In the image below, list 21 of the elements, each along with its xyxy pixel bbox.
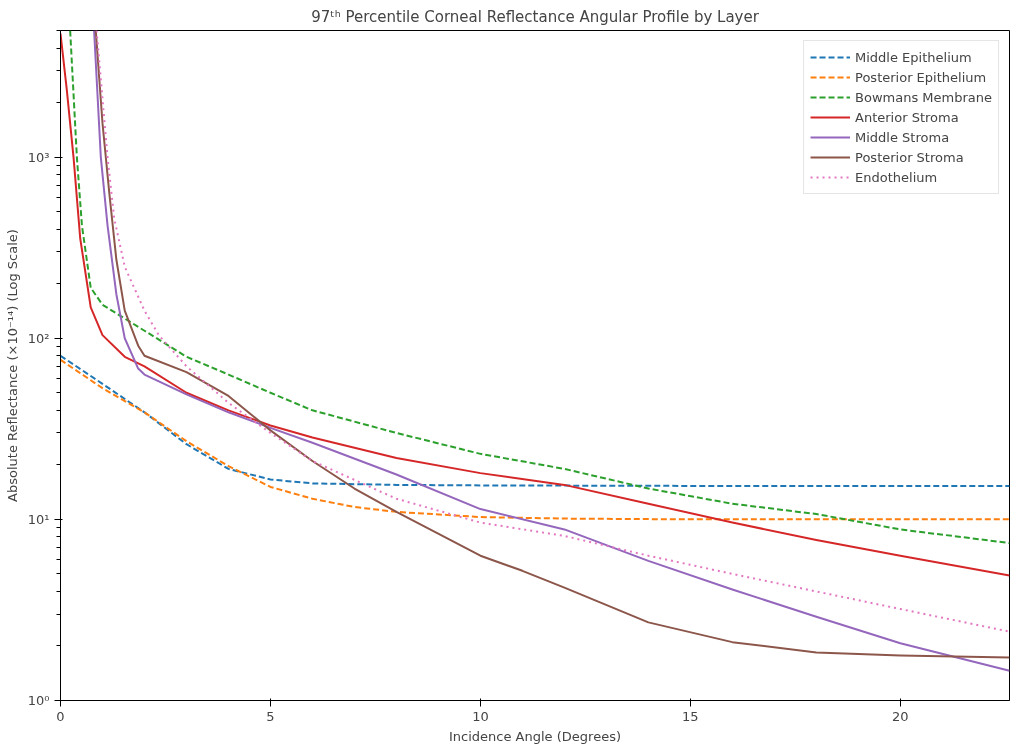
legend-label: Anterior Stroma [855, 109, 959, 125]
x-tick-label: 0 [56, 708, 65, 724]
y-tick-label: 10³ [27, 149, 50, 165]
chart-title: 97ᵗʰ Percentile Corneal Reflectance Angular Profile by Layer [311, 7, 760, 26]
x-axis-title: Incidence Angle (Degrees) [449, 728, 621, 744]
x-tick-label: 20 [892, 708, 909, 724]
y-tick-label: 10¹ [27, 511, 50, 527]
x-tick-label: 5 [266, 708, 275, 724]
y-axis-title: Absolute Reflectance (×10⁻¹⁴) (Log Scale) [4, 229, 20, 502]
y-tick-label: 10⁰ [27, 693, 50, 708]
legend-label: Middle Epithelium [855, 49, 972, 65]
y-tick-label: 10² [27, 330, 50, 346]
legend-label: Bowmans Membrane [855, 89, 992, 105]
line-series [60, 354, 1010, 487]
legend-label: Endothelium [855, 169, 938, 185]
legend-label: Posterior Epithelium [855, 69, 987, 85]
legend-label: Posterior Stroma [855, 149, 964, 165]
legend-label: Middle Stroma [855, 129, 950, 145]
x-tick-label: 15 [682, 708, 699, 724]
x-tick-label: 10 [472, 708, 489, 724]
line-series [60, 358, 1010, 521]
